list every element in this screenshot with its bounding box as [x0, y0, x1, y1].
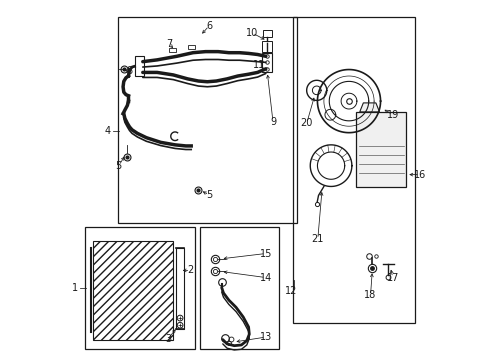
Bar — [176, 248, 184, 329]
Text: 14: 14 — [260, 273, 272, 283]
Text: 3: 3 — [165, 334, 171, 344]
Bar — [200, 226, 279, 348]
Text: 16: 16 — [414, 170, 426, 180]
Text: 17: 17 — [387, 273, 399, 283]
Text: 11: 11 — [252, 59, 265, 69]
Text: 21: 21 — [312, 234, 324, 244]
Bar — [93, 241, 173, 339]
Text: 5: 5 — [206, 190, 212, 200]
Bar — [118, 17, 297, 223]
Bar — [294, 17, 416, 323]
Text: 8: 8 — [126, 66, 133, 76]
Bar — [263, 30, 271, 37]
Text: 10: 10 — [246, 28, 258, 38]
Text: 19: 19 — [387, 110, 399, 120]
Text: 13: 13 — [260, 332, 272, 342]
Text: 1: 1 — [72, 283, 78, 293]
Text: 9: 9 — [270, 117, 276, 127]
Bar — [262, 53, 272, 72]
Text: 4: 4 — [105, 126, 111, 135]
Text: 7: 7 — [167, 40, 173, 49]
Bar — [85, 226, 195, 348]
Bar — [169, 48, 176, 52]
Text: 12: 12 — [286, 286, 298, 296]
Text: 20: 20 — [300, 118, 313, 128]
Polygon shape — [360, 103, 379, 112]
Text: 15: 15 — [260, 248, 272, 258]
Bar — [262, 41, 272, 51]
Text: 2: 2 — [187, 265, 194, 275]
Text: 18: 18 — [365, 291, 377, 301]
Bar — [135, 56, 144, 76]
Text: 5: 5 — [116, 161, 122, 171]
Bar — [188, 45, 195, 49]
Text: 6: 6 — [206, 21, 212, 31]
Bar — [356, 112, 406, 187]
